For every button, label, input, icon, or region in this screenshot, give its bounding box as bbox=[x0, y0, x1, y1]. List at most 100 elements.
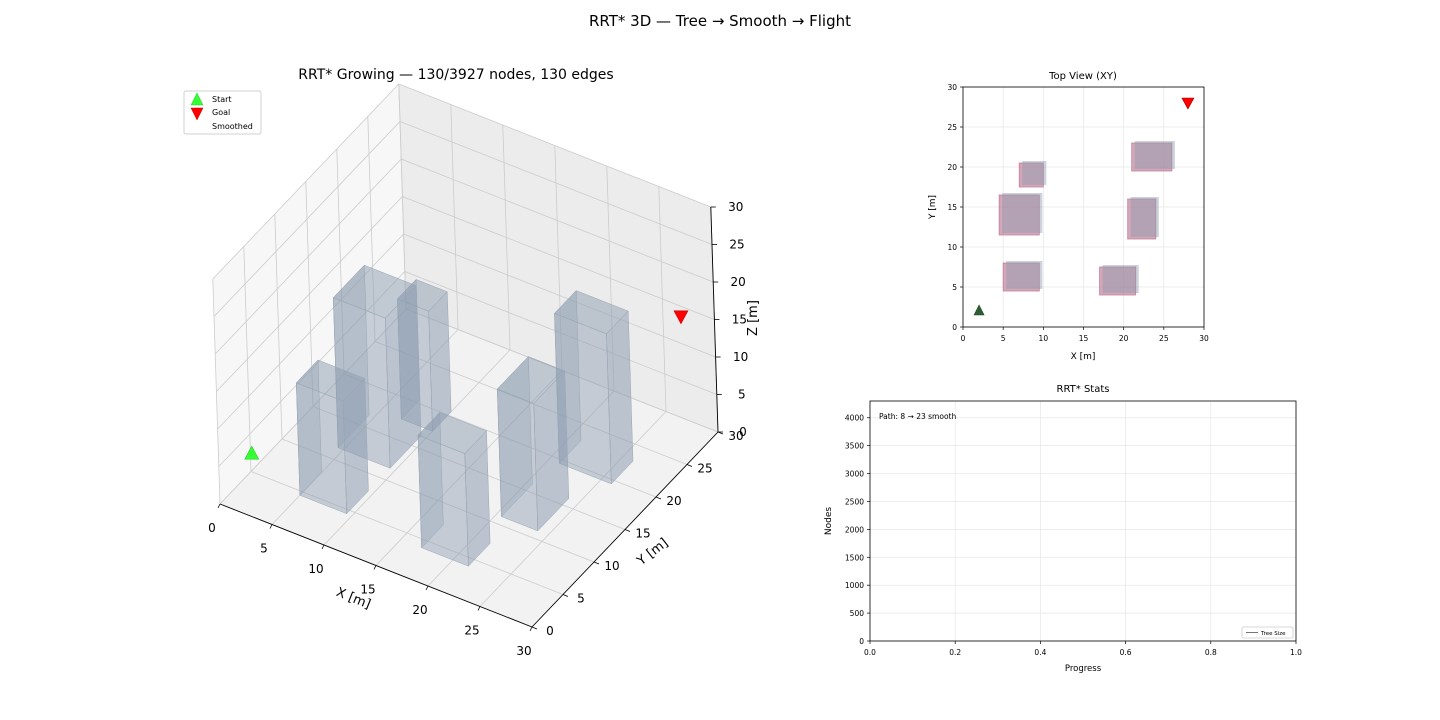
stats-legend-frame bbox=[1241, 626, 1294, 639]
stats-x-tick-label: 1.0 bbox=[1290, 648, 1302, 657]
x-tick-label: 25 bbox=[464, 624, 479, 638]
legend-3d-entry: Smoothed bbox=[212, 122, 253, 131]
z-gridline bbox=[214, 158, 714, 355]
legend-goal-marker-icon bbox=[190, 107, 204, 121]
panel-stats: RRT* Stats 0.0 0.2 0.4 0.6 0.8 1.0 0 500 1000 150… bbox=[824, 384, 1302, 674]
y-tick-label: 0 bbox=[546, 624, 554, 638]
stats-plot: 0.0 0.2 0.4 0.6 0.8 1.0 0 500 1000 1500 2000 2500 30… bbox=[845, 400, 1302, 657]
y-tick bbox=[531, 626, 538, 630]
x-tick bbox=[321, 544, 325, 550]
stats-x-tick-label: 0.6 bbox=[1120, 648, 1132, 657]
z-tick-label: 30 bbox=[728, 200, 743, 214]
top-view-obstacle-shadow bbox=[1022, 161, 1047, 185]
x-tick bbox=[373, 565, 377, 570]
obstacle-box bbox=[496, 355, 570, 532]
stats-y-tick-label: 2000 bbox=[845, 525, 864, 534]
top-view-y-tick-label: 30 bbox=[947, 83, 957, 92]
top-view-y-tick-label: 10 bbox=[947, 243, 957, 252]
obstacle-side-face bbox=[464, 430, 491, 567]
stats-legend-entry: Tree Size bbox=[1260, 631, 1286, 637]
y-tick bbox=[562, 594, 569, 597]
top-view-goal-marker bbox=[1181, 97, 1195, 110]
top-view-x-tick-label: 25 bbox=[1159, 334, 1169, 343]
stats-y-tick-label: 3500 bbox=[845, 442, 864, 451]
top-view-obstacle-shadow bbox=[1134, 141, 1175, 169]
stats-y-tick-label: 1500 bbox=[845, 553, 864, 562]
top-view-y-tick-label: 5 bbox=[952, 283, 957, 292]
obstacle-box bbox=[417, 411, 491, 567]
x-tick bbox=[477, 606, 481, 611]
stats-x-tick-label: 0.2 bbox=[949, 648, 961, 657]
y-axis-label-3d: Y [m] bbox=[634, 536, 672, 570]
panel-3d: RRT* Growing — 130/3927 nodes, 130 edges… bbox=[183, 67, 761, 658]
stats-frame bbox=[869, 400, 1297, 642]
top-view-y-tick-label: 20 bbox=[947, 163, 957, 172]
stats-x-tick-label: 0.0 bbox=[864, 648, 876, 657]
z-tick-label: 10 bbox=[733, 350, 748, 364]
top-view-x-tick-label: 5 bbox=[1001, 334, 1006, 343]
obstacle-top-face bbox=[295, 359, 366, 402]
panel-3d-title: RRT* Growing — 130/3927 nodes, 130 edges bbox=[298, 67, 613, 83]
top-view-obstacle bbox=[1099, 266, 1137, 296]
top-view-plot: 0 5 10 15 20 25 30 0 5 10 15 20 25 30 bbox=[947, 83, 1209, 343]
top-view-obstacle bbox=[1018, 162, 1044, 188]
x-tick bbox=[217, 503, 221, 509]
y-tick bbox=[655, 496, 662, 500]
top-view-obstacle-shadow bbox=[1006, 261, 1043, 289]
obstacle-side-face bbox=[342, 377, 369, 515]
z-tick-label: 5 bbox=[738, 388, 746, 402]
top-view-obstacle-shadow bbox=[1130, 197, 1159, 237]
y-tick-label: 20 bbox=[666, 494, 681, 508]
obstacle-top-face bbox=[417, 412, 487, 454]
x-tick-label: 10 bbox=[308, 562, 323, 576]
goal-marker bbox=[673, 310, 689, 325]
y-tick-label: 5 bbox=[577, 592, 585, 606]
top-view-x-tick-label: 15 bbox=[1079, 334, 1089, 343]
obstacle-top-face bbox=[554, 290, 629, 335]
x-tick bbox=[529, 626, 533, 632]
y-tick-label: 30 bbox=[728, 429, 743, 443]
top-view-start-marker bbox=[973, 304, 985, 316]
stats-y-tick-label: 500 bbox=[850, 609, 865, 618]
obstacle-box bbox=[554, 289, 634, 485]
legend-start-marker-icon bbox=[190, 92, 204, 106]
obstacle-top-face bbox=[332, 264, 417, 319]
stats-y-tick-label: 0 bbox=[859, 637, 864, 646]
stats-y-tick-label: 1000 bbox=[845, 581, 864, 590]
top-view-obstacle-shadow bbox=[1002, 193, 1043, 233]
obstacle-side-face bbox=[428, 291, 452, 432]
markers-3d bbox=[244, 310, 689, 460]
x-tick bbox=[269, 524, 273, 529]
stats-x-tick-label: 0.8 bbox=[1205, 648, 1217, 657]
y-tick bbox=[686, 464, 693, 467]
stats-legend: Tree Size bbox=[1241, 626, 1294, 639]
x-tick-label: 20 bbox=[412, 603, 427, 617]
top-view-ylabel: Y [m] bbox=[928, 195, 938, 220]
top-view-y-tick-label: 25 bbox=[947, 123, 957, 132]
top-view-obstacle-shadow bbox=[1102, 265, 1139, 293]
z-gridline bbox=[213, 121, 713, 317]
obstacles-3d bbox=[295, 264, 634, 567]
start-marker bbox=[244, 445, 260, 460]
top-view-title: Top View (XY) bbox=[1048, 71, 1117, 82]
top-view-obstacle bbox=[1127, 198, 1157, 240]
z-gridline bbox=[212, 83, 711, 280]
stats-ylabel: Nodes bbox=[824, 507, 834, 535]
stats-annotation: Path: 8 → 23 smooth bbox=[879, 412, 956, 421]
panel-top-view: Top View (XY) 0 5 10 15 20 25 30 0 5 10 15 20 25 30 X… bbox=[928, 71, 1209, 362]
stats-y-tick-label: 3000 bbox=[845, 470, 864, 479]
top-view-obstacle bbox=[998, 194, 1040, 236]
z-tick-label: 20 bbox=[731, 275, 746, 289]
obstacle-side-face bbox=[606, 310, 634, 485]
top-view-x-tick-label: 20 bbox=[1119, 334, 1129, 343]
top-view-y-tick-label: 0 bbox=[952, 323, 957, 332]
y-tick-label: 25 bbox=[697, 462, 712, 476]
x-tick-label: 5 bbox=[260, 542, 268, 556]
stats-x-tick-label: 0.4 bbox=[1034, 648, 1046, 657]
legend-3d-entry: Start bbox=[212, 95, 232, 104]
top-view-y-tick-label: 15 bbox=[947, 203, 957, 212]
y-tick bbox=[593, 561, 600, 565]
top-view-frame bbox=[962, 86, 1205, 328]
